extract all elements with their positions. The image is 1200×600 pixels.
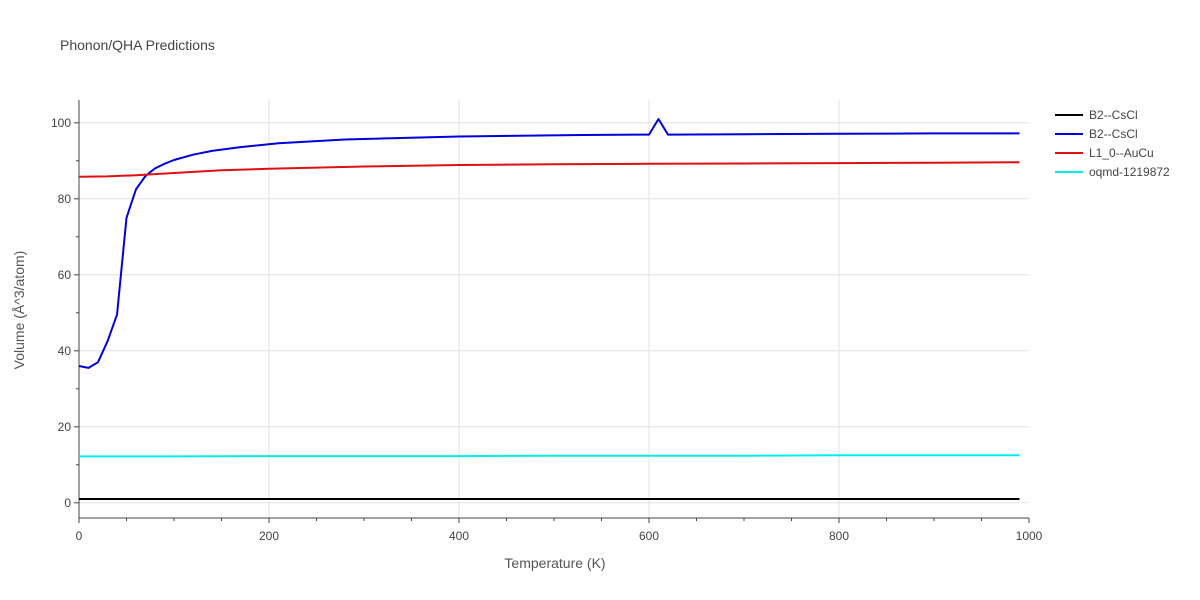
y-tick-label: 60: [58, 268, 72, 282]
y-tick-label: 0: [64, 496, 71, 510]
x-tick-label: 400: [449, 529, 469, 543]
legend-label: B2--CsCl: [1089, 127, 1138, 141]
x-tick-label: 1000: [1016, 529, 1043, 543]
y-tick-label: 100: [51, 116, 71, 130]
y-tick-label: 80: [58, 192, 72, 206]
legend-label: oqmd-1219872: [1089, 165, 1170, 179]
x-tick-label: 0: [76, 529, 83, 543]
legend-label: B2--CsCl: [1089, 108, 1138, 122]
y-tick-label: 20: [58, 420, 72, 434]
x-axis-title: Temperature (K): [504, 555, 605, 571]
x-tick-label: 800: [829, 529, 849, 543]
x-tick-label: 200: [259, 529, 279, 543]
y-ticks: 0 20 40 60 80 100: [51, 116, 79, 510]
x-tick-label: 600: [639, 529, 659, 543]
x-ticks: 0 200 400 600 800 1000: [76, 518, 1043, 543]
plot-area: [78, 118, 1020, 500]
legend: B2--CsCl B2--CsCl L1_0--AuCu oqmd-1219872: [1055, 108, 1170, 179]
series-line-2: [78, 118, 1020, 369]
y-tick-label: 40: [58, 344, 72, 358]
legend-label: L1_0--AuCu: [1089, 146, 1154, 160]
chart-title: Phonon/QHA Predictions: [60, 37, 215, 53]
grid: [79, 100, 1029, 518]
series-line-3: [78, 161, 1020, 178]
y-axis-title: Volume (Å^3/atom): [11, 251, 27, 370]
series-line-4: [79, 454, 1020, 458]
